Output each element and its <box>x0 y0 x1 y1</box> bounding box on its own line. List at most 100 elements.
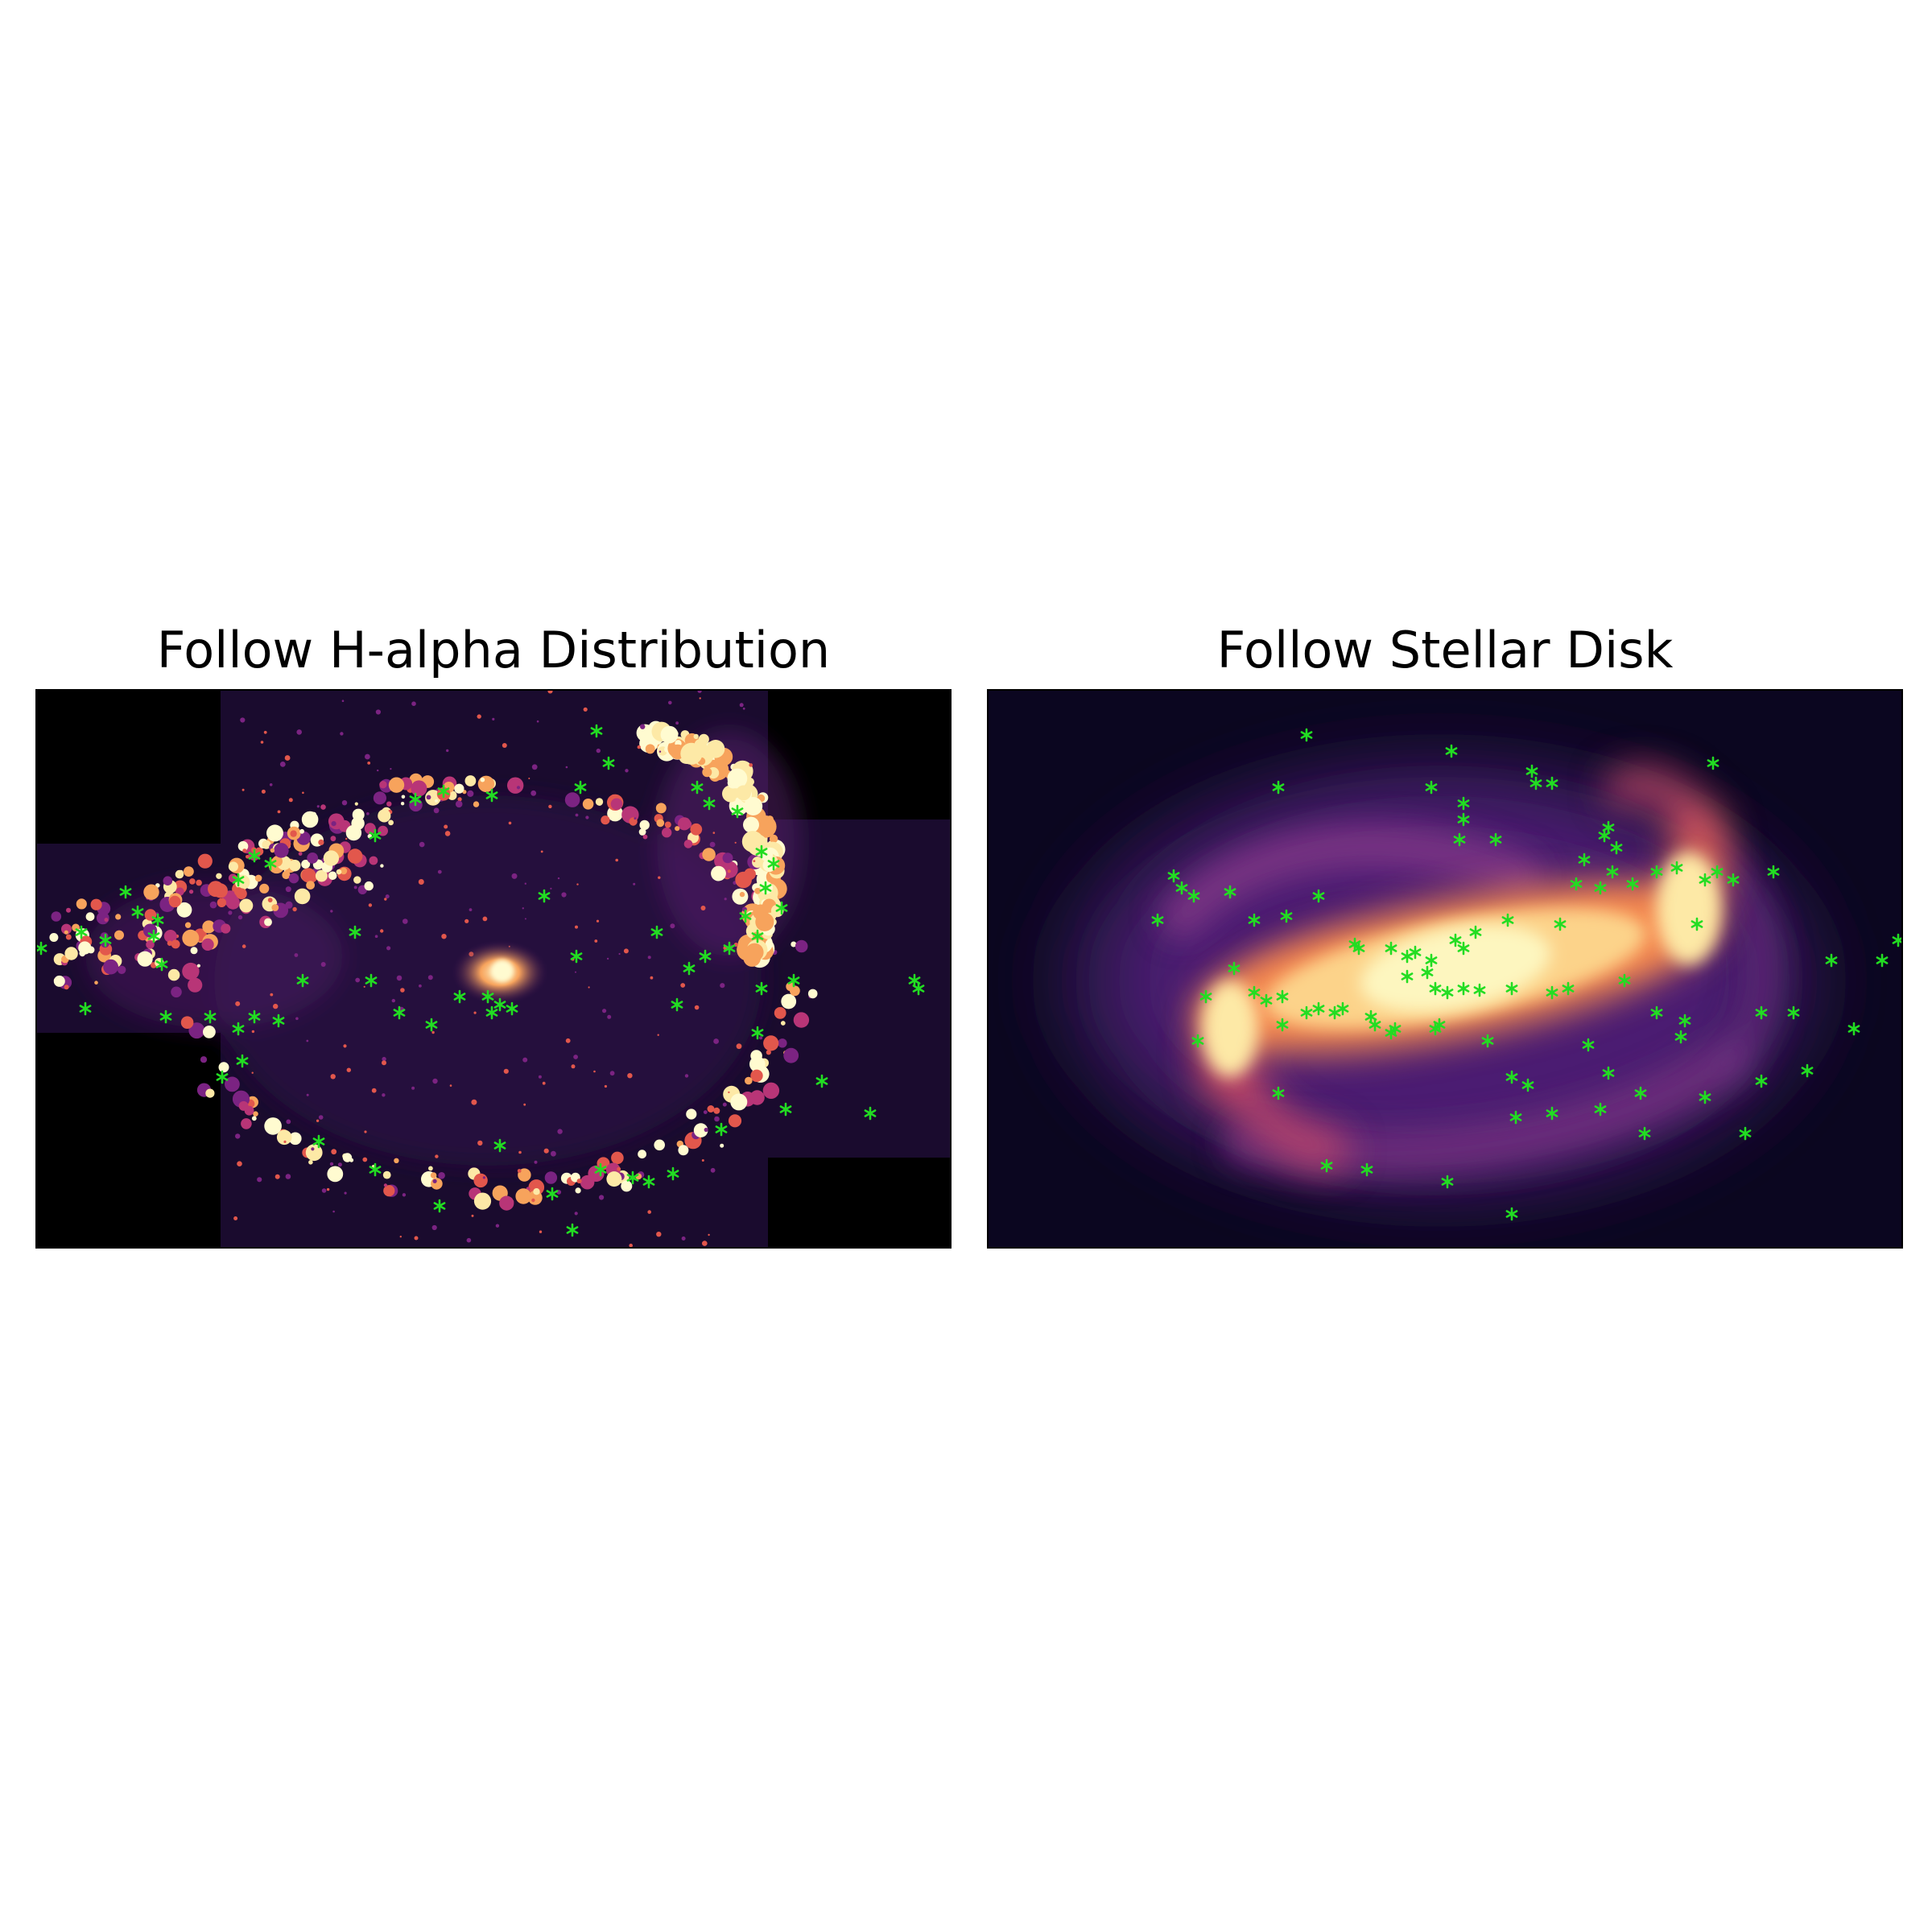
halpha-clump <box>656 1232 662 1237</box>
halpha-clump <box>435 1154 439 1158</box>
halpha-clump <box>531 1198 535 1203</box>
halpha-clump <box>167 968 180 981</box>
halpha-clump <box>383 1183 387 1187</box>
halpha-clump <box>384 898 387 901</box>
stellar-image-panel <box>987 689 1903 1249</box>
halpha-clump <box>242 788 245 791</box>
halpha-clump <box>288 798 293 803</box>
halpha-clump <box>621 1180 633 1192</box>
halpha-clump <box>704 1127 708 1133</box>
halpha-clump <box>727 777 739 789</box>
halpha-clump <box>706 740 725 758</box>
halpha-clump <box>200 1056 208 1063</box>
halpha-clump <box>639 819 650 831</box>
halpha-clump <box>329 1162 334 1166</box>
cluster-marker <box>1678 1013 1691 1028</box>
cluster-marker <box>1199 989 1212 1004</box>
halpha-clump <box>482 916 488 922</box>
halpha-clump <box>308 1160 313 1165</box>
halpha-clump <box>228 861 238 872</box>
halpha-clump <box>346 1067 351 1072</box>
cluster-marker <box>1650 865 1663 879</box>
halpha-clump <box>540 850 543 853</box>
cluster-marker <box>1469 925 1482 939</box>
cluster-marker <box>37 941 47 956</box>
cluster-marker <box>1457 941 1470 956</box>
halpha-clump <box>730 1093 748 1111</box>
halpha-clump <box>720 983 725 989</box>
halpha-clump <box>769 834 778 844</box>
halpha-clump <box>196 879 202 886</box>
cluster-marker <box>570 949 583 964</box>
halpha-clump <box>330 836 336 842</box>
halpha-clump <box>78 941 92 955</box>
cluster-marker <box>546 1187 559 1201</box>
halpha-clump <box>662 828 672 838</box>
halpha-clump <box>571 1064 576 1069</box>
cluster-marker <box>594 1162 607 1177</box>
halpha-clump <box>394 1158 399 1163</box>
cluster-marker <box>1602 1066 1615 1080</box>
cluster-marker <box>1650 1005 1663 1020</box>
halpha-clump <box>565 1038 571 1043</box>
cluster-marker <box>1187 889 1200 903</box>
halpha-clump <box>473 1173 488 1188</box>
cluster-marker <box>1449 933 1462 947</box>
halpha-clump <box>184 922 192 928</box>
halpha-clump <box>711 865 726 881</box>
halpha-clump <box>642 834 648 840</box>
halpha-clump <box>647 1210 651 1214</box>
halpha-clump <box>783 1047 799 1063</box>
halpha-clumps <box>49 691 818 1247</box>
cluster-marker <box>1368 1018 1381 1032</box>
cluster-marker <box>723 941 736 956</box>
halpha-clump <box>739 703 744 708</box>
cluster-marker <box>1280 909 1293 923</box>
cluster-marker <box>787 973 800 988</box>
halpha-clump <box>353 886 357 890</box>
halpha-clump <box>528 778 530 779</box>
cluster-marker <box>1530 776 1542 791</box>
cluster-marker <box>1457 796 1470 811</box>
halpha-clump <box>378 809 391 823</box>
halpha-clump <box>411 780 427 797</box>
halpha-clump <box>543 1148 549 1154</box>
halpha-clump <box>713 1038 719 1044</box>
halpha-clump <box>444 831 451 836</box>
cluster-marker <box>1521 1078 1534 1092</box>
halpha-clump <box>606 1171 622 1187</box>
cluster-marker <box>1670 861 1683 875</box>
halpha-clump <box>638 828 646 836</box>
halpha-clump <box>312 811 316 817</box>
cluster-marker <box>1360 1162 1373 1177</box>
halpha-clump <box>542 1081 546 1085</box>
halpha-clump <box>382 1060 386 1066</box>
halpha-clump <box>241 1118 252 1129</box>
halpha-clump <box>364 823 376 835</box>
halpha-clump <box>289 1132 302 1146</box>
halpha-clump <box>610 798 623 811</box>
cluster-marker <box>264 857 277 871</box>
cluster-marker <box>1505 1207 1518 1221</box>
halpha-clump <box>53 975 65 987</box>
halpha-clump <box>320 962 326 967</box>
cluster-marker <box>683 961 696 976</box>
halpha-clump <box>266 824 283 842</box>
halpha-clump <box>446 749 449 753</box>
halpha-clump <box>176 902 192 918</box>
halpha-clump <box>524 918 526 920</box>
cluster-marker <box>1312 1001 1325 1016</box>
halpha-clump <box>464 775 477 786</box>
halpha-clump <box>209 901 217 909</box>
cluster-marker <box>204 1009 217 1024</box>
cluster-marker <box>99 933 112 947</box>
halpha-clump <box>296 729 303 735</box>
halpha-clump <box>471 1099 477 1105</box>
halpha-clump <box>355 977 361 983</box>
halpha-clump <box>64 985 69 990</box>
cluster-marker <box>1767 865 1780 879</box>
halpha-clump <box>253 1111 258 1117</box>
halpha-clump <box>237 1161 242 1166</box>
cluster-marker <box>1300 728 1313 742</box>
cluster-marker <box>1554 917 1567 931</box>
